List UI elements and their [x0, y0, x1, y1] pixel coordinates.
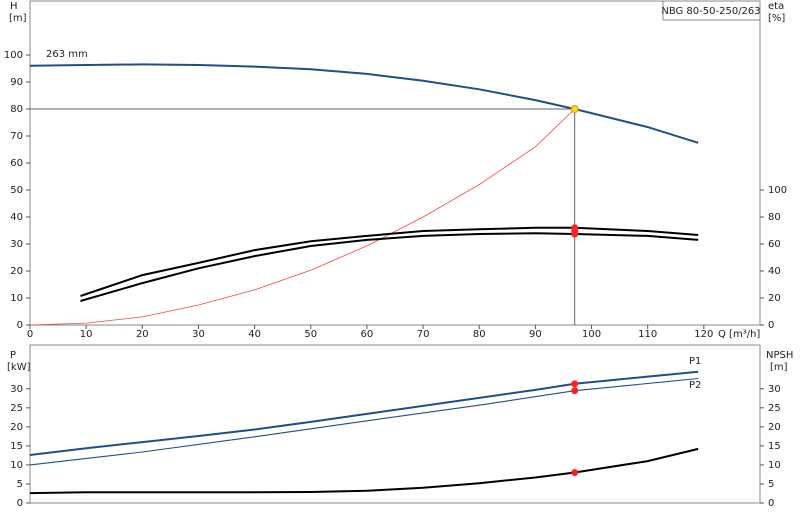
x-tick-label: 40: [248, 329, 261, 340]
x-tick-label: 100: [582, 329, 601, 340]
y-tick-label: 0: [17, 498, 23, 509]
y-tick-label: 70: [10, 131, 23, 142]
y-tick-label: 10: [10, 293, 23, 304]
series-label: P2: [689, 380, 701, 391]
x-tick-label: 120: [694, 329, 713, 340]
y2-axis-unit: [%]: [768, 13, 785, 24]
curve: [29, 108, 575, 326]
operating-point: [571, 387, 579, 395]
y-tick-label: 30: [10, 239, 23, 250]
x-tick-label: 80: [473, 329, 486, 340]
chart-title: NBG 80-50-250/263: [661, 6, 760, 17]
y2-axis-label: eta: [768, 1, 784, 12]
y2-tick-label: 10: [768, 460, 781, 471]
y-axis-unit: [kW]: [7, 362, 31, 373]
operating-point: [571, 469, 579, 477]
curve: [29, 63, 699, 144]
y-tick-label: 60: [10, 158, 23, 169]
y2-tick-label: 20: [768, 293, 781, 304]
y2-axis-unit: [m]: [770, 362, 788, 373]
x-tick-label: 50: [304, 329, 317, 340]
y2-tick-label: 15: [768, 441, 781, 452]
curve: [29, 377, 699, 466]
y-tick-label: 5: [17, 479, 23, 490]
x-tick-label: 90: [529, 329, 542, 340]
y-tick-label: 20: [10, 266, 23, 277]
y2-tick-label: 40: [768, 266, 781, 277]
curve: [29, 447, 699, 495]
y2-tick-label: 100: [768, 185, 787, 196]
x-tick-label: 110: [638, 329, 657, 340]
y-tick-label: 40: [10, 212, 23, 223]
y-tick-label: 30: [10, 384, 23, 395]
operating-point: [570, 105, 579, 113]
y2-tick-label: 60: [768, 239, 781, 250]
y2-tick-label: 5: [768, 479, 774, 490]
y-tick-label: 90: [10, 77, 23, 88]
y-axis-label: P: [10, 350, 16, 361]
y2-tick-label: 0: [768, 320, 774, 331]
y-axis-label: H: [10, 1, 18, 12]
x-tick-label: 30: [192, 329, 205, 340]
x-tick-label: 0: [27, 329, 33, 340]
operating-point: [571, 380, 579, 388]
y-tick-label: 100: [4, 50, 23, 61]
series-label: P1: [689, 356, 701, 367]
curve: [80, 226, 699, 297]
y2-tick-label: 80: [768, 212, 781, 223]
y2-axis-label: NPSH: [766, 350, 793, 361]
y-tick-label: 10: [10, 460, 23, 471]
x-tick-label: 20: [136, 329, 149, 340]
x-tick-label: 60: [361, 329, 374, 340]
y-tick-label: 20: [10, 422, 23, 433]
curve: [80, 232, 699, 302]
x-tick-label: 10: [80, 329, 93, 340]
y-tick-label: 50: [10, 185, 23, 196]
y2-tick-label: 0: [768, 498, 774, 509]
y2-tick-label: 25: [768, 403, 781, 414]
x-tick-label: 70: [417, 329, 430, 340]
y-axis-unit: [m]: [9, 13, 27, 24]
operating-point: [571, 230, 579, 238]
plot-frame: [29, 344, 761, 504]
x-axis-label: Q [m³/h]: [718, 329, 760, 340]
y-tick-label: 0: [17, 320, 23, 331]
y2-tick-label: 20: [768, 422, 781, 433]
y-tick-label: 25: [10, 403, 23, 414]
curve: [29, 370, 699, 456]
y2-tick-label: 30: [768, 384, 781, 395]
y-tick-label: 80: [10, 104, 23, 115]
series-label: 263 mm: [46, 49, 88, 60]
y-tick-label: 15: [10, 441, 23, 452]
